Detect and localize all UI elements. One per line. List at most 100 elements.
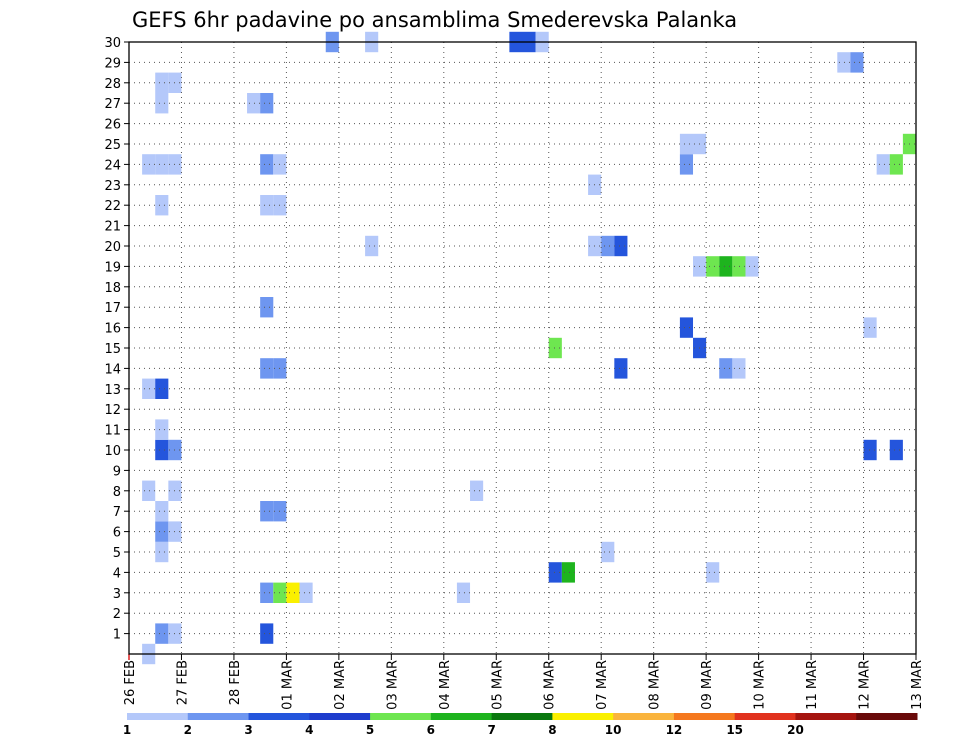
colorbar-segment — [127, 713, 189, 720]
precip-cell — [732, 256, 746, 277]
colorbar-segment — [795, 713, 857, 720]
precip-cell — [745, 256, 759, 277]
precip-cell — [260, 297, 274, 318]
y-tick-label: 13 — [104, 383, 121, 398]
colorbar-segment — [248, 713, 310, 720]
colorbar-segment — [309, 713, 371, 720]
x-tick-label: 13 MAR — [910, 660, 925, 710]
precip-cell — [260, 154, 274, 175]
precip-cell — [260, 195, 274, 216]
y-tick-label: 14 — [104, 362, 121, 377]
precip-cell — [155, 195, 169, 216]
x-tick-label: 26 FEB — [123, 660, 138, 705]
y-tick-label: 10 — [104, 444, 121, 459]
y-tick-label: 24 — [104, 158, 121, 173]
y-tick-label: 3 — [113, 587, 121, 602]
colorbar-segment — [491, 713, 553, 720]
colorbar-segment — [430, 713, 493, 720]
y-tick-label: 15 — [104, 342, 121, 357]
precip-cell — [260, 501, 274, 522]
precip-cell — [142, 378, 156, 399]
x-tick-label: 12 MAR — [858, 660, 873, 710]
precip-cell — [837, 52, 851, 73]
precip-cell — [260, 582, 274, 603]
precip-cell — [247, 93, 261, 114]
y-tick-label: 18 — [104, 281, 121, 296]
precip-cell — [601, 235, 615, 257]
precip-cell — [614, 235, 628, 257]
colorbar-segment — [552, 713, 614, 720]
precip-cell — [561, 562, 575, 583]
y-tick-label: 29 — [104, 56, 121, 71]
x-tick-label: 05 MAR — [490, 660, 505, 710]
precip-cell — [155, 419, 169, 440]
colorbar: 1 2 3 4 5 6 7 8 10 12 15 20 — [123, 713, 918, 737]
precip-cell — [260, 623, 274, 644]
precip-cell — [142, 480, 156, 501]
colorbar-label: 3 — [244, 723, 252, 737]
precip-cells — [142, 31, 916, 665]
y-tick-label: 20 — [104, 240, 121, 255]
precip-cell — [719, 256, 733, 277]
y-tick-label: 16 — [104, 322, 121, 337]
colorbar-segment — [856, 713, 918, 720]
precip-cell — [260, 358, 274, 379]
y-tick-label: 23 — [104, 179, 121, 194]
precip-cell — [155, 378, 169, 399]
precip-cell — [732, 358, 746, 379]
x-tick-label: 08 MAR — [648, 660, 663, 710]
precip-cell — [863, 439, 877, 461]
colorbar-label: 1 — [123, 723, 131, 737]
y-tick-label: 22 — [104, 199, 121, 214]
colorbar-segment — [187, 713, 250, 720]
precip-cell — [889, 154, 903, 175]
precip-cell — [155, 501, 169, 522]
x-tick-label: 27 FEB — [175, 660, 190, 705]
y-tick-label: 17 — [104, 301, 121, 316]
y-axis-ticks: 1234567891011121314151617181920212223242… — [104, 36, 129, 643]
x-tick-label: 28 FEB — [228, 660, 243, 705]
y-tick-label: 30 — [104, 36, 121, 51]
y-tick-label: 5 — [113, 546, 121, 561]
precip-cell — [155, 154, 169, 175]
colorbar-label: 12 — [666, 723, 683, 737]
y-tick-label: 1 — [113, 628, 121, 643]
precip-cell — [679, 317, 694, 338]
precip-cell — [470, 480, 484, 501]
precip-cell — [548, 562, 562, 583]
precip-cell — [719, 358, 733, 379]
precip-cell — [155, 72, 169, 93]
x-tick-label: 01 MAR — [280, 660, 295, 710]
plot-frame — [128, 41, 917, 655]
y-tick-label: 27 — [104, 97, 121, 112]
colorbar-label: 20 — [787, 723, 804, 737]
precip-cell — [260, 93, 274, 114]
precip-cell — [679, 133, 694, 155]
colorbar-label: 5 — [366, 723, 374, 737]
colorbar-label: 15 — [726, 723, 743, 737]
y-tick-label: 7 — [113, 505, 121, 520]
precip-cell — [365, 235, 379, 257]
precip-cell — [706, 256, 720, 277]
y-tick-label: 28 — [104, 77, 121, 92]
y-tick-label: 19 — [104, 260, 121, 275]
colorbar-segment — [673, 713, 736, 720]
x-tick-label: 09 MAR — [700, 660, 715, 710]
x-tick-label: 07 MAR — [595, 660, 610, 710]
x-tick-label: 02 MAR — [333, 660, 348, 710]
precip-cell — [614, 358, 628, 379]
precip-cell — [286, 582, 300, 603]
colorbar-label: 8 — [548, 723, 556, 737]
precip-cell — [155, 93, 169, 114]
y-tick-label: 25 — [104, 138, 121, 153]
precip-cell — [456, 582, 471, 603]
precip-cell — [850, 52, 864, 73]
y-tick-label: 12 — [104, 403, 121, 418]
colorbar-label: 4 — [305, 723, 313, 737]
precip-cell — [155, 623, 169, 644]
precip-cell — [601, 541, 615, 563]
x-tick-label: 03 MAR — [385, 660, 400, 710]
precip-cell — [706, 562, 720, 583]
precip-cell — [863, 317, 877, 338]
y-tick-label: 21 — [104, 220, 121, 235]
